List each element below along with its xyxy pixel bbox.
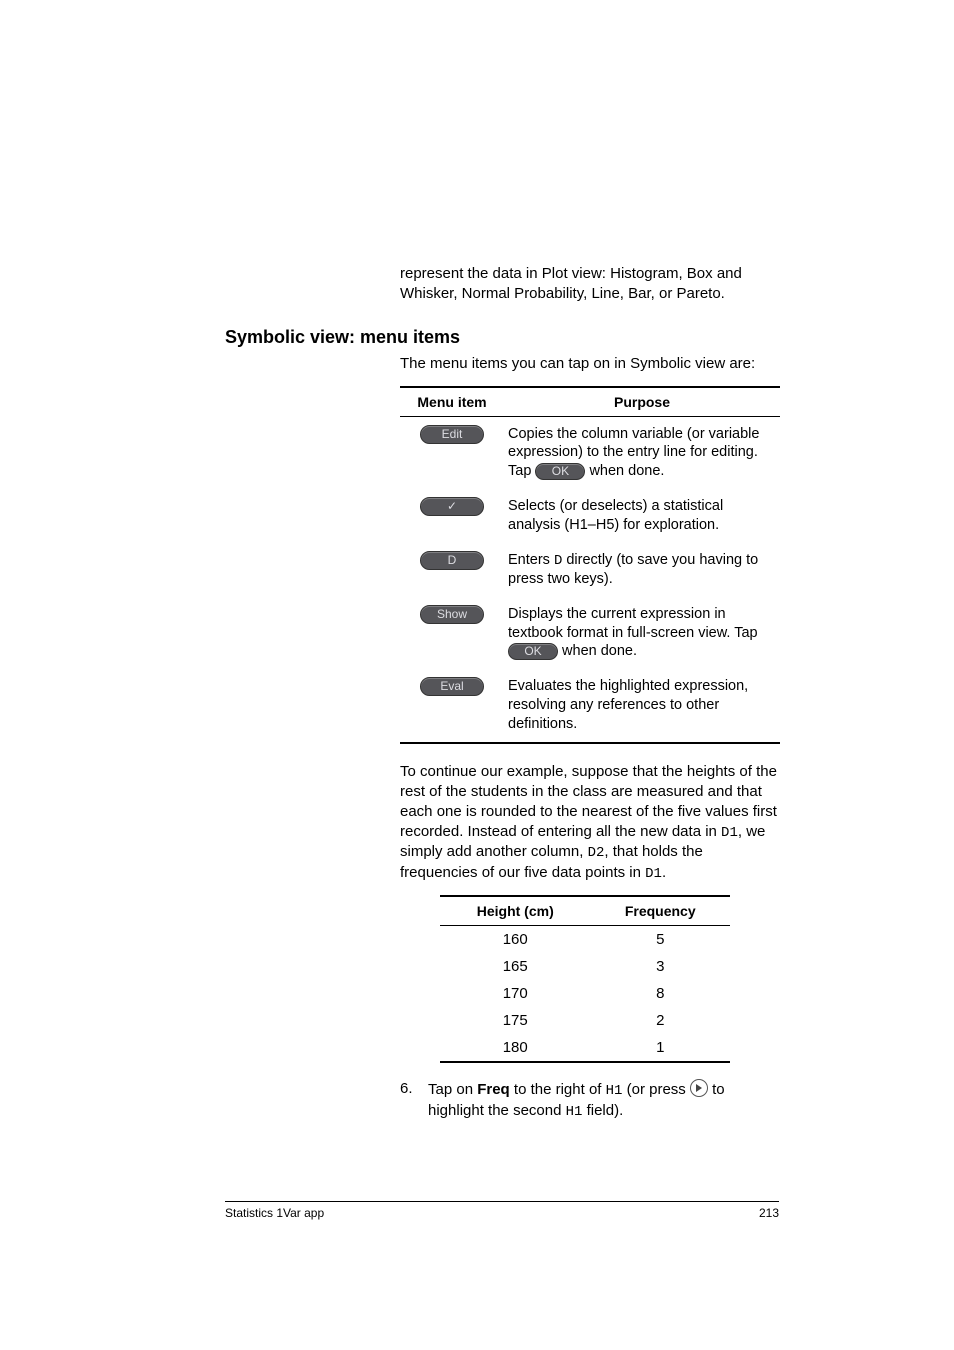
menu-item-cell: Eval	[400, 669, 504, 743]
menu-item-cell: D	[400, 543, 504, 597]
code-d1: D1	[721, 825, 738, 841]
page-footer: Statistics 1Var app 213	[225, 1201, 779, 1220]
code-h1: H1	[606, 1083, 623, 1099]
menu-item-cell: Show	[400, 597, 504, 670]
height-cell: 165	[440, 953, 590, 980]
frequency-cell: 2	[590, 1007, 730, 1034]
menu-purpose-cell: Enters D directly (to save you having to…	[504, 543, 780, 597]
step-text-part: (or press	[622, 1081, 690, 1098]
menu-purpose-cell: Selects (or deselects) a statistical ana…	[504, 489, 780, 543]
table-row: 1752	[440, 1007, 730, 1034]
height-cell: 160	[440, 926, 590, 954]
para-text: .	[662, 864, 666, 881]
step-text-part: field).	[582, 1102, 623, 1119]
softkey-button: Show	[420, 605, 484, 624]
menu-items-table: Menu item Purpose Edit Copies the column …	[400, 386, 780, 744]
softkey-button: OK	[508, 643, 558, 660]
step-6: 6. Tap on Freq to the right of H1 (or pr…	[400, 1079, 779, 1122]
frequency-table: Height (cm) Frequency 160516531708175218…	[440, 895, 730, 1063]
menu-table-header-purpose: Purpose	[504, 387, 780, 417]
height-cell: 170	[440, 980, 590, 1007]
table-row: Eval Evaluates the highlighted expression…	[400, 669, 780, 743]
inline-code: D	[554, 553, 562, 569]
page-number: 213	[759, 1206, 779, 1220]
height-cell: 175	[440, 1007, 590, 1034]
menu-purpose-cell: Displays the current expression in textb…	[504, 597, 780, 670]
menu-purpose-cell: Copies the column variable (or variable …	[504, 416, 780, 489]
code-d1b: D1	[645, 866, 662, 882]
table-row: 1605	[440, 926, 730, 954]
example-paragraph: To continue our example, suppose that th…	[400, 762, 779, 884]
menu-table-header-item: Menu item	[400, 387, 504, 417]
frequency-cell: 3	[590, 953, 730, 980]
right-arrow-key-icon	[690, 1079, 708, 1097]
section-heading: Symbolic view: menu items	[225, 327, 779, 348]
step-number: 6.	[400, 1079, 418, 1122]
softkey-button: Eval	[420, 677, 484, 696]
frequency-cell: 8	[590, 980, 730, 1007]
table-row: ✓ Selects (or deselects) a statistical an…	[400, 489, 780, 543]
freq-table-header-height: Height (cm)	[440, 896, 590, 926]
menu-item-cell: ✓	[400, 489, 504, 543]
lead-text: The menu items you can tap on in Symboli…	[400, 354, 779, 374]
frequency-cell: 1	[590, 1034, 730, 1062]
code-d2: D2	[588, 845, 605, 861]
table-row: DEnters D directly (to save you having t…	[400, 543, 780, 597]
table-row: 1708	[440, 980, 730, 1007]
intro-text: represent the data in Plot view: Histogr…	[400, 264, 779, 303]
freq-label: Freq	[477, 1081, 510, 1098]
table-row: 1653	[440, 953, 730, 980]
height-cell: 180	[440, 1034, 590, 1062]
softkey-button: D	[420, 551, 484, 570]
frequency-cell: 5	[590, 926, 730, 954]
menu-item-cell: Edit	[400, 416, 504, 489]
softkey-button: Edit	[420, 425, 484, 444]
softkey-button: ✓	[420, 497, 484, 516]
code-h1b: H1	[566, 1104, 583, 1120]
step-text: Tap on Freq to the right of H1 (or press…	[428, 1079, 779, 1122]
table-row: Edit Copies the column variable (or varia…	[400, 416, 780, 489]
step-text-part: Tap on	[428, 1081, 477, 1098]
step-text-part: to the right of	[510, 1081, 606, 1098]
table-row: Show Displays the current expression in t…	[400, 597, 780, 670]
table-row: 1801	[440, 1034, 730, 1062]
menu-purpose-cell: Evaluates the highlighted expression, re…	[504, 669, 780, 743]
footer-title: Statistics 1Var app	[225, 1206, 324, 1220]
freq-table-header-frequency: Frequency	[590, 896, 730, 926]
softkey-button: OK	[535, 463, 585, 480]
